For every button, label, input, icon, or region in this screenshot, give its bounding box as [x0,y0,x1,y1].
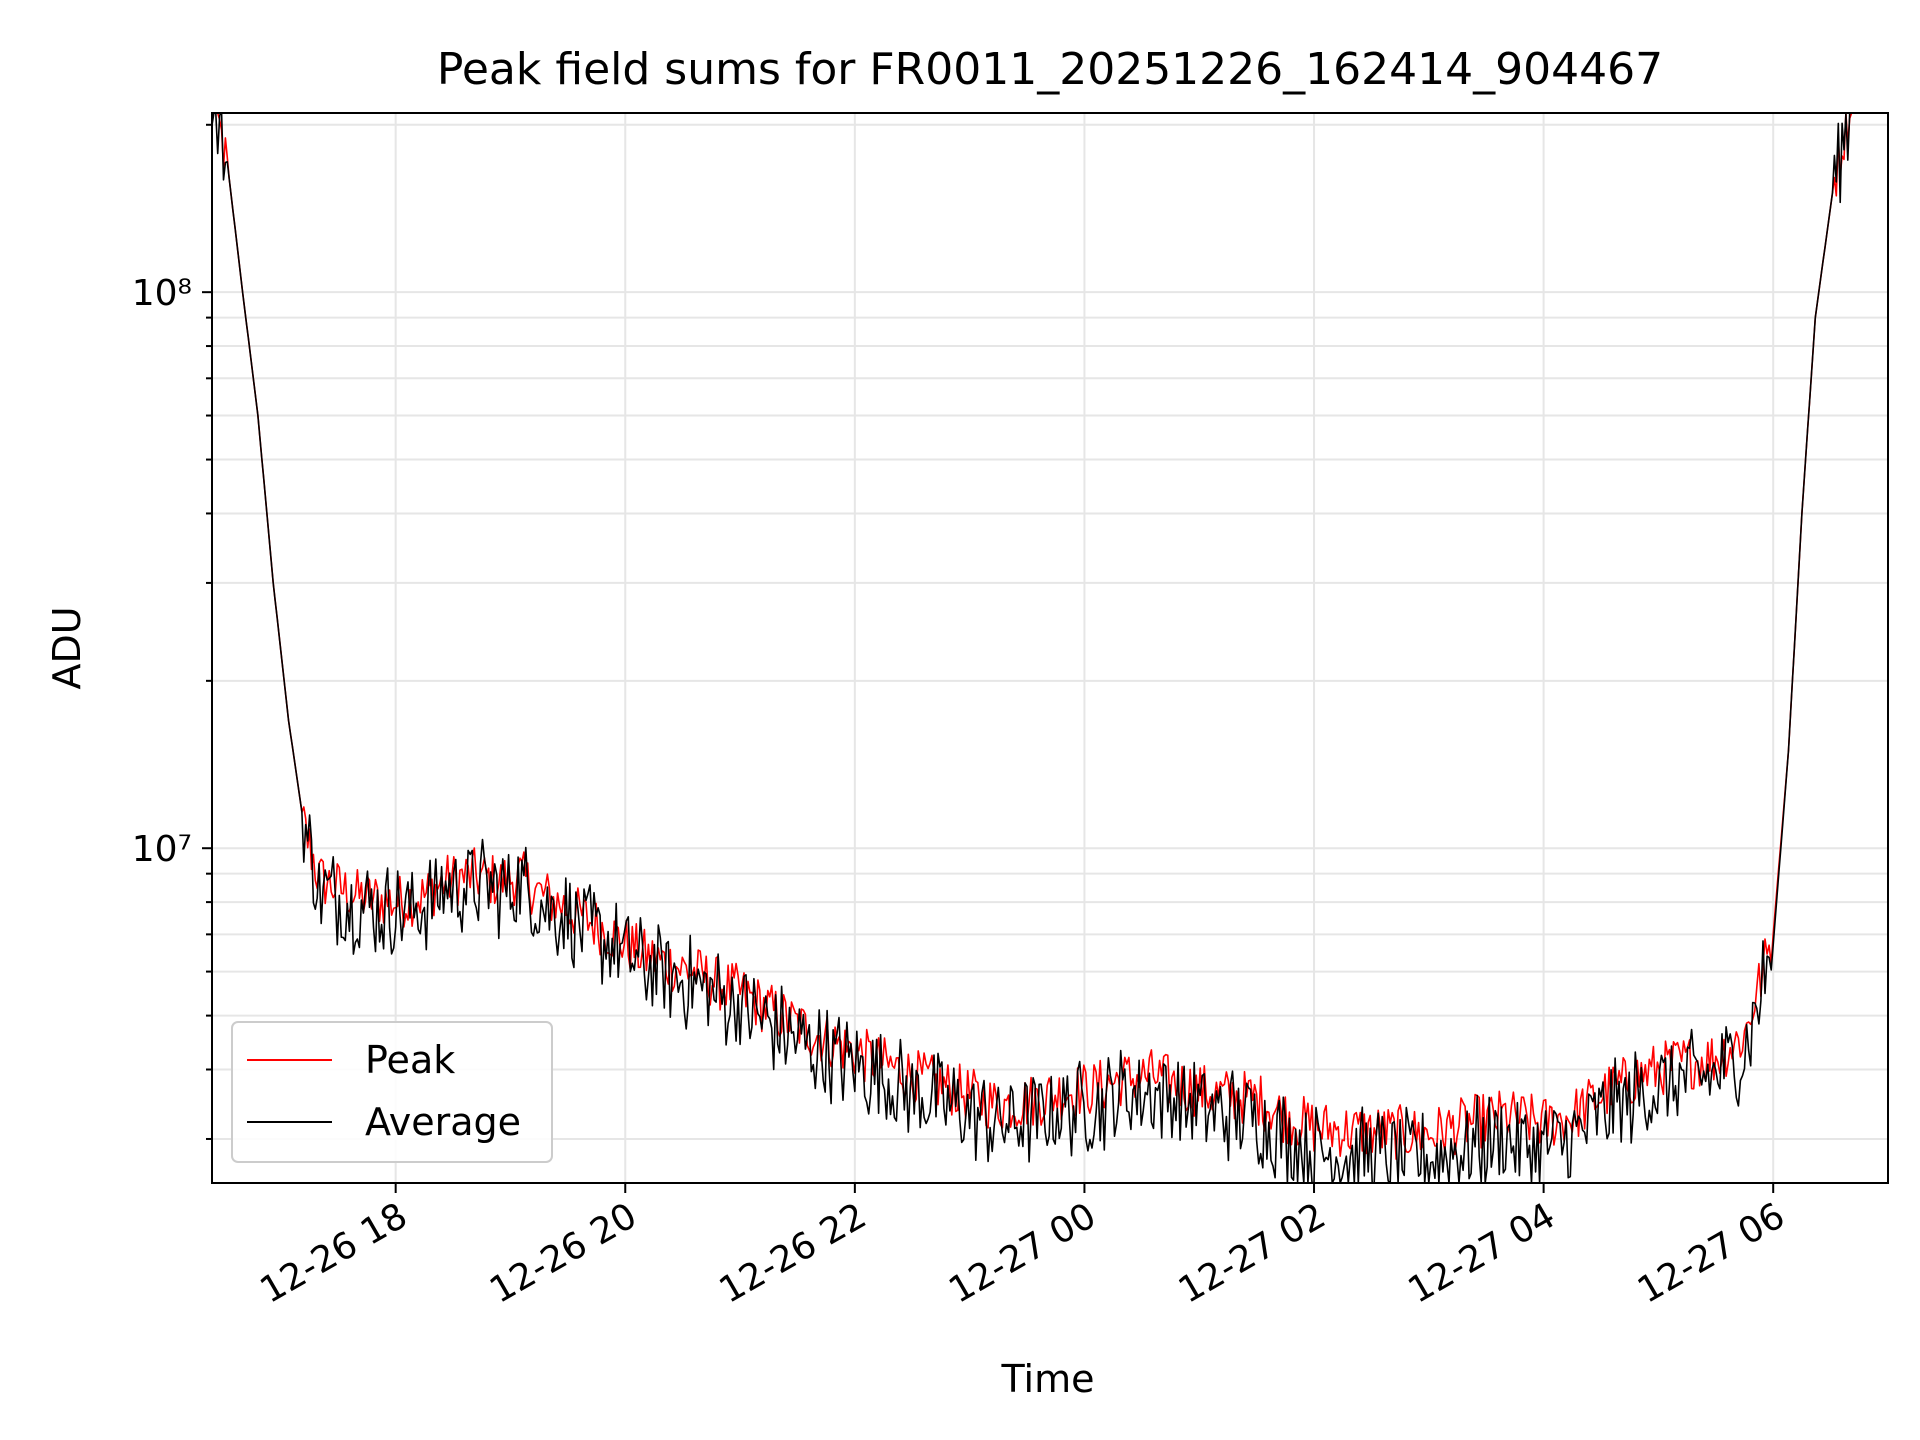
series-line-average [212,113,1854,1183]
y-tick-label: 10⁷ [132,829,192,870]
series-line-peak [212,113,1854,1160]
chart-title: Peak field sums for FR0011_20251226_1624… [437,44,1663,95]
legend-label-peak: Peak [365,1038,455,1082]
x-axis-label: Time [1001,1357,1095,1401]
legend: Peak Average [231,1021,553,1163]
plot-area-frame [211,112,1889,1184]
grid [212,113,1888,1183]
y-tick-label: 10⁸ [132,273,192,314]
plot-lines [212,113,1854,1183]
y-axis-ticks: 10⁷ 10⁸ [132,123,212,1140]
legend-label-average: Average [365,1100,521,1144]
y-axis-label: ADU [45,606,89,689]
legend-box [231,1021,553,1163]
